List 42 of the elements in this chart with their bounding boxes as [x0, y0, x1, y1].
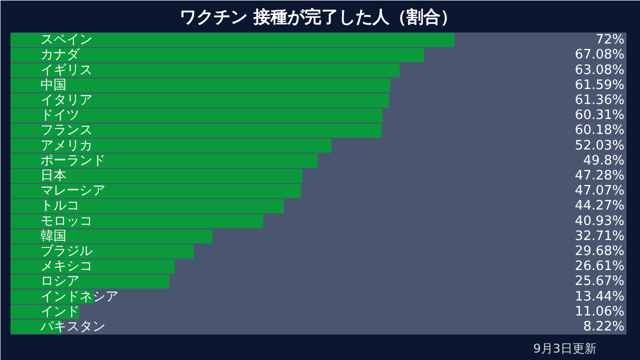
y-tick-label: カナダ	[40, 48, 80, 63]
y-tick-label: イタリア	[40, 92, 92, 108]
y-tick-label: インドネシア	[40, 289, 118, 304]
y-tick-label: ブラジル	[40, 244, 92, 259]
data-label: 47.28%	[574, 168, 625, 184]
y-tick-label: スペイン	[40, 32, 92, 48]
y-tick-label: 韓国	[40, 228, 66, 244]
y-tick-label: フランス	[40, 123, 92, 138]
text: 9月3日更新	[533, 342, 597, 356]
y-tick-label: ポーランド	[40, 153, 106, 168]
data-label: 44.27%	[574, 198, 625, 214]
data-label: 25.67%	[574, 274, 625, 290]
y-tick-label: マレーシア	[40, 184, 106, 199]
chart-title: ワクチン 接種が完了した人（割合）	[180, 8, 458, 28]
y-tick-label: イギリス	[40, 62, 92, 78]
data-label: 11.06%	[574, 304, 625, 320]
y-tick-label: 日本	[40, 168, 66, 184]
y-tick-label: モロッコ	[40, 214, 92, 229]
y-tick-label: 中国	[40, 78, 66, 93]
y-tick-label: メキシコ	[40, 259, 92, 274]
y-tick-label: ロシア	[40, 274, 80, 290]
data-label: 40.93%	[574, 214, 625, 229]
data-label: 60.31%	[574, 108, 625, 124]
data-label: 61.36%	[574, 92, 625, 108]
data-label: 47.07%	[574, 184, 625, 199]
y-tick-label: ドイツ	[40, 108, 80, 124]
data-label: 52.03%	[574, 138, 625, 154]
data-label: 13.44%	[574, 289, 625, 304]
data-label: 60.18%	[574, 123, 625, 138]
y-tick-label: アメリカ	[40, 138, 92, 154]
data-label: 29.68%	[574, 244, 625, 259]
y-tick-label: インド	[40, 304, 80, 320]
data-label: 32.71%	[574, 228, 625, 244]
data-label: 26.61%	[574, 259, 625, 274]
data-label: 63.08%	[574, 62, 625, 78]
y-tick-label: トルコ	[40, 198, 80, 214]
data-label: 8.22%	[583, 319, 625, 334]
y-tick-label: パキスタン	[40, 319, 106, 334]
data-label: 67.08%	[574, 48, 625, 63]
data-label: 49.8%	[583, 153, 625, 168]
data-label: 61.59%	[574, 78, 625, 93]
data-label: 72%	[596, 32, 625, 48]
